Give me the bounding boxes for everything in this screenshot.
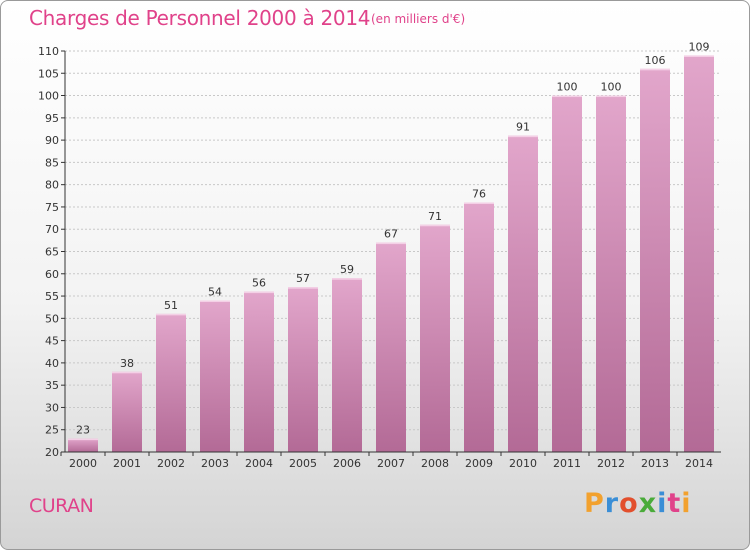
bars: 23 38 51 54 56 57 59 67 71 76 91 100 100 106 109 [68, 40, 714, 453]
y-tick-label: 110 [38, 45, 59, 58]
y-tick-label: 60 [45, 268, 59, 281]
bar-highlight [508, 135, 538, 138]
bar-highlight [244, 291, 274, 294]
x-tick-label-2011: 2011 [553, 457, 581, 470]
bar-2006 [332, 278, 362, 452]
x-tick-label-2008: 2008 [421, 457, 449, 470]
data-label-2008: 71 [428, 210, 442, 223]
bar-highlight [376, 242, 406, 245]
bar-2002 [156, 313, 186, 452]
bar-2014 [684, 55, 714, 452]
bar-2000 [68, 438, 98, 452]
data-label-2010: 91 [516, 121, 530, 134]
y-tick-label: 65 [45, 246, 59, 259]
chart-title: Charges de Personnel 2000 à 2014 [29, 6, 371, 30]
chart-subtitle: (en milliers d'€) [371, 12, 466, 26]
data-label-2000: 23 [76, 424, 90, 437]
x-tick-label-2009: 2009 [465, 457, 493, 470]
data-label-2001: 38 [120, 357, 134, 370]
logo-letter: r [604, 488, 620, 519]
bar-highlight [332, 278, 362, 280]
bar-2011 [552, 95, 582, 453]
x-tick-label-2000: 2000 [69, 457, 97, 470]
bar-highlight [288, 287, 318, 289]
x-tick-label-2012: 2012 [597, 457, 625, 470]
x-tick-label-2003: 2003 [201, 457, 229, 470]
x-tick-label-2007: 2007 [377, 457, 405, 470]
data-label-2013: 106 [645, 54, 666, 67]
bar-highlight [156, 313, 186, 316]
x-tick-label-2013: 2013 [641, 457, 669, 470]
y-tick-label: 75 [45, 201, 59, 214]
x-axis: 2000 2001 2002 2003 2004 2005 2006 2007 2008 2009… [60, 451, 721, 470]
y-tick-label: 30 [45, 401, 59, 414]
data-label-2005: 57 [296, 272, 310, 285]
bar-highlight [640, 68, 670, 71]
bar-2013 [640, 68, 670, 453]
data-label-2007: 67 [384, 228, 398, 241]
bar-2010 [508, 135, 538, 452]
bar-2008 [420, 224, 450, 452]
bar-2007 [376, 242, 406, 452]
data-label-2009: 76 [472, 187, 486, 200]
data-label-2006: 59 [340, 263, 354, 276]
data-label-2002: 51 [164, 299, 178, 312]
x-tick-label-2014: 2014 [685, 457, 713, 470]
y-tick-label: 70 [45, 223, 59, 236]
logo-letter: i [657, 488, 668, 519]
data-label-2012: 100 [601, 81, 622, 94]
x-tick-label-2010: 2010 [509, 457, 537, 470]
y-tick-label: 45 [45, 335, 59, 348]
logo-letter: i [681, 488, 692, 519]
data-label-2004: 56 [252, 277, 266, 290]
bar-2005 [288, 287, 318, 452]
x-tick-label-2002: 2002 [157, 457, 185, 470]
y-tick-label: 85 [45, 156, 59, 169]
data-label-2011: 100 [557, 81, 578, 94]
data-label-2014: 109 [689, 40, 710, 53]
bar-2009 [464, 202, 494, 452]
x-tick-label-2006: 2006 [333, 457, 361, 470]
bar-highlight [420, 224, 450, 227]
bar-highlight [68, 438, 98, 441]
y-tick-label: 40 [45, 357, 59, 370]
bar-2004 [244, 291, 274, 452]
y-tick-label: 80 [45, 179, 59, 192]
bar-highlight [464, 202, 494, 204]
x-tick-label-2004: 2004 [245, 457, 273, 470]
logo-letter: t [667, 488, 682, 519]
y-tick-label: 25 [45, 424, 59, 437]
town-name: CURAN [29, 495, 94, 517]
y-tick-label: 20 [45, 446, 59, 459]
bar-2012 [596, 95, 626, 453]
bar-highlight [684, 55, 714, 57]
bar-highlight [552, 95, 582, 98]
y-tick-label: 55 [45, 290, 59, 303]
logo-letter: P [584, 488, 605, 519]
logo-letter: x [638, 488, 658, 519]
x-tick-label-2005: 2005 [289, 457, 317, 470]
bar-2003 [200, 300, 230, 452]
y-tick-label: 105 [38, 67, 59, 80]
bar-highlight [596, 95, 626, 98]
y-tick-label: 50 [45, 312, 59, 325]
logo-letter: o [619, 488, 639, 519]
data-label-2003: 54 [208, 286, 222, 299]
bar-highlight [200, 300, 230, 303]
bar-2001 [112, 371, 142, 452]
y-tick-label: 100 [38, 90, 59, 103]
y-axis: 20 25 30 35 40 45 50 55 60 65 70 75 80 85 90 95 100 105 11… [38, 45, 66, 459]
bar-highlight [112, 371, 142, 374]
y-tick-label: 35 [45, 379, 59, 392]
y-tick-label: 90 [45, 134, 59, 147]
y-tick-label: 95 [45, 112, 59, 125]
proxiti-logo[interactable]: Proxiti [584, 488, 692, 519]
x-tick-label-2001: 2001 [113, 457, 141, 470]
